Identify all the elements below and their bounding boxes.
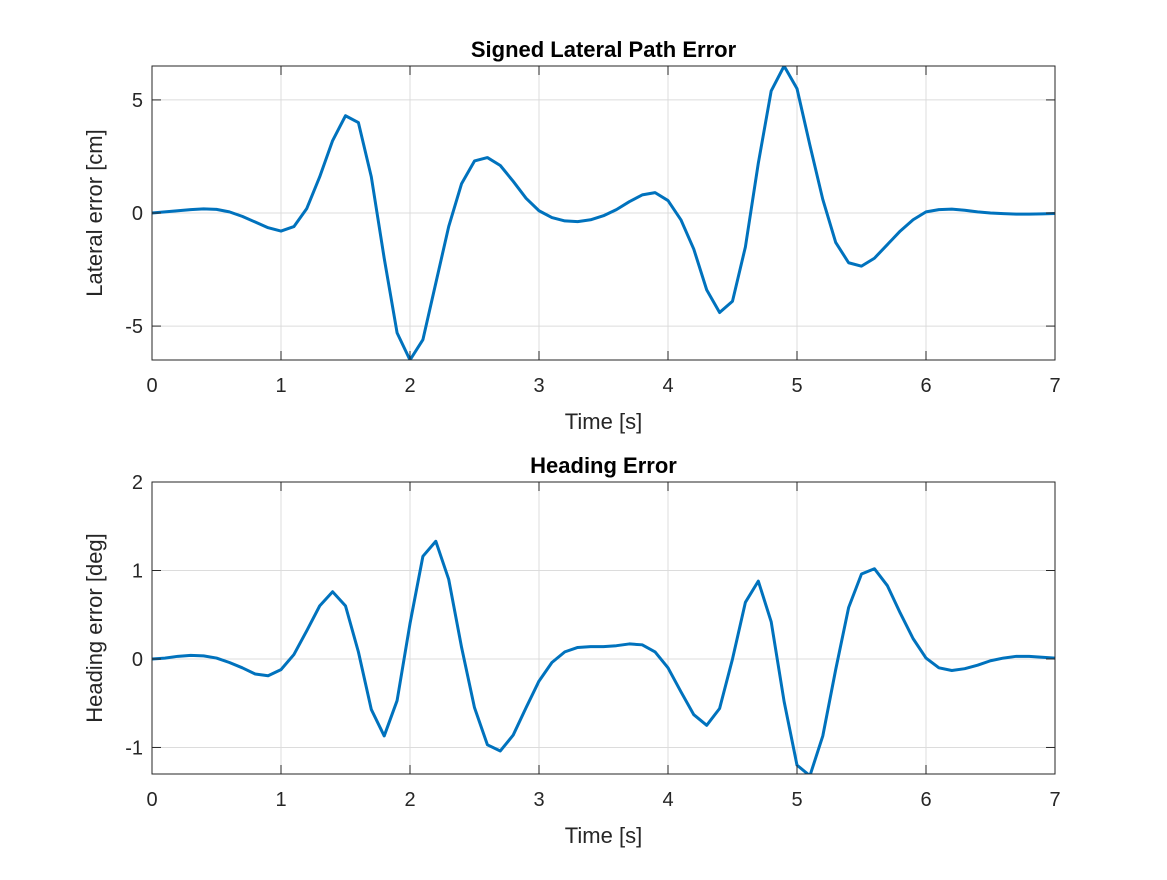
x-tick-label: 7 xyxy=(1049,375,1060,397)
series-line-1 xyxy=(152,539,1055,774)
x-tick-label: 0 xyxy=(146,789,157,811)
x-tick-label: 5 xyxy=(791,375,802,397)
subplot-1: 0 1 2 3 4 5 6 7 -5 0 5 Signed Lateral Path Error Tim… xyxy=(82,37,1061,434)
x-tick-label: 4 xyxy=(662,375,673,397)
x-tick-label: 1 xyxy=(275,375,286,397)
subplot-2: 0 1 2 3 4 5 6 7 -1 0 1 2 Heading Error Time [s] Headin… xyxy=(82,453,1061,848)
x-axis-label: Time [s] xyxy=(565,823,642,848)
y-tick-label: 1 xyxy=(132,560,143,582)
x-tick-label: 2 xyxy=(404,789,415,811)
y-tick-label: 0 xyxy=(132,203,143,225)
x-tick-label: 2 xyxy=(404,375,415,397)
y-tick-label: 2 xyxy=(132,472,143,494)
y-tick-label: -1 xyxy=(125,737,143,759)
axes-frame xyxy=(151,481,1056,775)
y-tick-label: 0 xyxy=(132,649,143,671)
x-tick-label: 7 xyxy=(1049,789,1060,811)
y-axis-label: Lateral error [cm] xyxy=(82,129,107,297)
x-tick-label: 3 xyxy=(533,375,544,397)
x-tick-label: 6 xyxy=(920,789,931,811)
x-tick-label: 1 xyxy=(275,789,286,811)
y-axis-label: Heading error [deg] xyxy=(82,533,107,723)
x-tick-label: 3 xyxy=(533,789,544,811)
chart-title: Heading Error xyxy=(530,453,677,478)
y-tick-label: 5 xyxy=(132,90,143,112)
x-tick-label: 0 xyxy=(146,375,157,397)
plot-area xyxy=(152,482,1055,774)
y-tick-label: -5 xyxy=(125,316,143,338)
x-tick-label: 6 xyxy=(920,375,931,397)
x-tick-label: 4 xyxy=(662,789,673,811)
x-axis-label: Time [s] xyxy=(565,409,642,434)
chart-title: Signed Lateral Path Error xyxy=(471,37,737,62)
series-line-1 xyxy=(152,66,1055,360)
x-tick-label: 5 xyxy=(791,789,802,811)
